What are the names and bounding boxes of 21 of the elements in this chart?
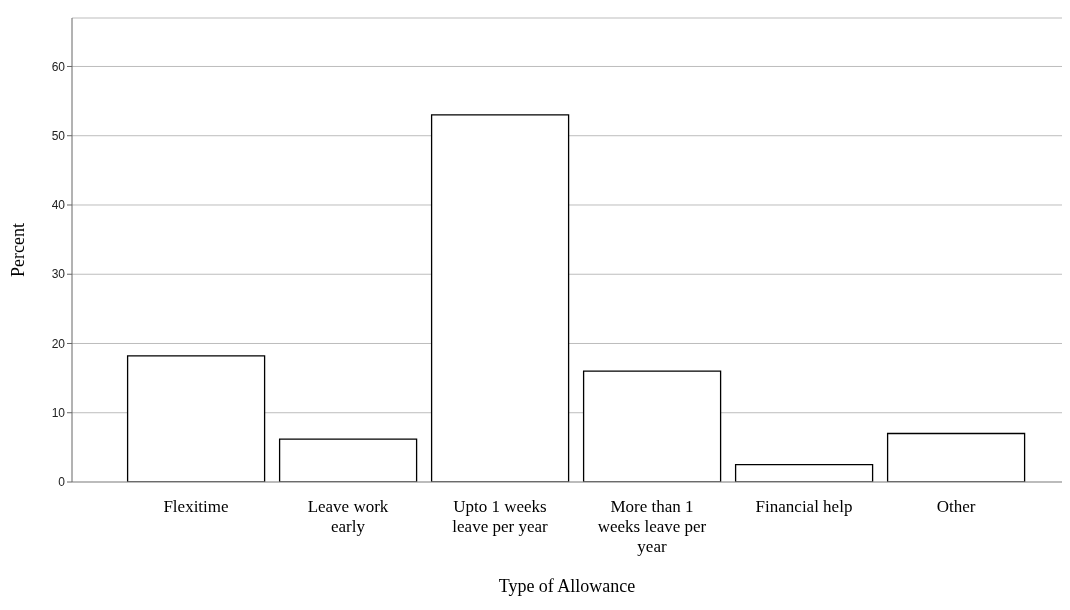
x-tick-label: Leave work early [307, 497, 389, 536]
bar [886, 432, 1026, 482]
x-tick-label: More than 1 weeks leave per year [597, 497, 707, 556]
y-tick-label: 60 [51, 59, 66, 74]
y-axis-title: Percent [8, 223, 29, 277]
bar [582, 370, 722, 482]
x-axis-title: Type of Allowance [498, 576, 636, 596]
bar [430, 114, 570, 482]
bar [126, 355, 266, 482]
y-tick-label: 30 [51, 267, 66, 282]
y-tick-label: 20 [51, 336, 66, 351]
bar [278, 438, 418, 482]
x-tick-label: Other [936, 497, 976, 516]
bar [734, 464, 874, 482]
y-tick-label: 10 [51, 406, 66, 421]
x-tick-label: Upto 1 weeks leave per year [452, 497, 548, 536]
y-tick-label: 0 [58, 475, 66, 490]
y-tick-label: 40 [51, 198, 66, 213]
y-tick-label: 50 [51, 128, 66, 143]
x-tick-label: Flexitime [163, 497, 229, 516]
x-tick-label: Financial help [755, 497, 853, 516]
